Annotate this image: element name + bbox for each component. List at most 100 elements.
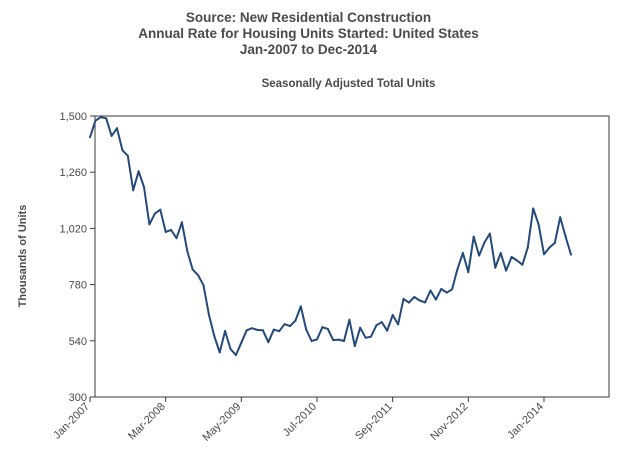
data-point (516, 259, 518, 262)
data-point (89, 136, 91, 139)
y-axis-label: Thousands of Units (17, 205, 29, 308)
data-point (159, 208, 162, 211)
data-point (397, 323, 400, 326)
plot-area (94, 115, 610, 398)
x-tick-label: Nov-2012 (428, 401, 470, 443)
data-point (126, 154, 129, 157)
x-tick-label: Mar-2008 (126, 401, 168, 443)
data-point (478, 254, 481, 257)
x-tick-label: Jan-2014 (505, 401, 546, 442)
data-point (202, 284, 205, 287)
data-point (429, 289, 432, 292)
data-point (559, 216, 562, 219)
data-point (267, 341, 270, 344)
data-point (548, 246, 551, 249)
data-point (451, 288, 454, 291)
data-point (370, 335, 372, 338)
data-point (132, 189, 135, 192)
data-point (121, 149, 124, 152)
data-point (310, 340, 313, 342)
data-point (359, 326, 362, 329)
data-point (321, 326, 324, 329)
data-point (434, 298, 437, 301)
data-point (380, 321, 383, 324)
data-point (440, 288, 443, 290)
data-point (240, 341, 243, 344)
data-point (407, 301, 410, 304)
data-point (153, 212, 156, 215)
data-point (391, 314, 394, 316)
data-point (424, 301, 427, 304)
data-point (532, 207, 535, 210)
data-point (488, 232, 491, 235)
data-point (483, 241, 486, 244)
data-point (110, 134, 113, 137)
data-point (218, 351, 221, 354)
data-point (105, 117, 108, 120)
data-point (289, 325, 291, 327)
data-point (99, 116, 102, 119)
data-point (316, 338, 318, 341)
data-point (526, 246, 529, 249)
data-point (294, 319, 297, 322)
data-point (445, 291, 448, 294)
data-point (116, 127, 118, 130)
data-point (494, 266, 497, 269)
data-point (170, 229, 173, 231)
data-point (256, 329, 259, 331)
data-point (229, 348, 232, 350)
data-point (224, 330, 227, 332)
data-point (332, 339, 335, 342)
data-point (143, 186, 145, 188)
data-point (418, 299, 421, 302)
data-point (94, 119, 97, 122)
y-tick-label: 1,020 (59, 223, 87, 235)
data-point (553, 241, 556, 244)
data-point (413, 296, 416, 298)
data-point (245, 329, 248, 332)
series-group (89, 116, 572, 357)
data-point (499, 252, 502, 254)
data-point (180, 221, 183, 224)
x-tick-label: Sep-2011 (353, 401, 395, 443)
data-point (213, 335, 216, 338)
data-point (278, 330, 281, 333)
data-point (353, 345, 356, 347)
chart-title-line-3: Jan-2007 to Dec-2014 (239, 42, 378, 57)
data-point (364, 336, 367, 339)
data-point (191, 268, 194, 271)
y-tick-label: 780 (69, 280, 87, 292)
chart-subtitle: Seasonally Adjusted Total Units (261, 78, 436, 90)
data-point (461, 252, 464, 254)
data-point (337, 338, 340, 341)
data-point (570, 253, 572, 256)
y-tick-label: 540 (69, 336, 87, 348)
data-point (348, 318, 351, 321)
x-tick-label: May-2009 (200, 401, 243, 444)
chart-title-line-1: Source: New Residential Construction (185, 10, 432, 25)
y-tick-label: 300 (69, 392, 87, 404)
y-tick-label: 1,260 (59, 167, 87, 179)
data-point (326, 327, 329, 330)
data-point (175, 237, 178, 240)
data-point (472, 235, 475, 238)
x-axis: Jan-2007 Mar-2008 May-2009 Jul-2010 Sep-2011… (51, 397, 546, 444)
data-point (505, 269, 508, 272)
data-point (272, 328, 275, 331)
chart-title: Source: New Residential Construction Ann… (0, 10, 617, 58)
data-point (467, 271, 470, 274)
data-point (537, 223, 540, 226)
data-point (197, 274, 200, 277)
data-point (510, 256, 513, 258)
data-point (343, 340, 345, 342)
data-point (137, 170, 140, 173)
data-point (305, 328, 308, 331)
data-point (186, 250, 189, 253)
y-tick-label: 1,500 (59, 111, 87, 123)
chart-title-line-2: Annual Rate for Housing Units Started: U… (138, 26, 479, 41)
data-point (251, 327, 254, 330)
data-point (207, 313, 210, 316)
data-point (234, 354, 237, 357)
x-tick-label: Jan-2007 (51, 401, 92, 442)
